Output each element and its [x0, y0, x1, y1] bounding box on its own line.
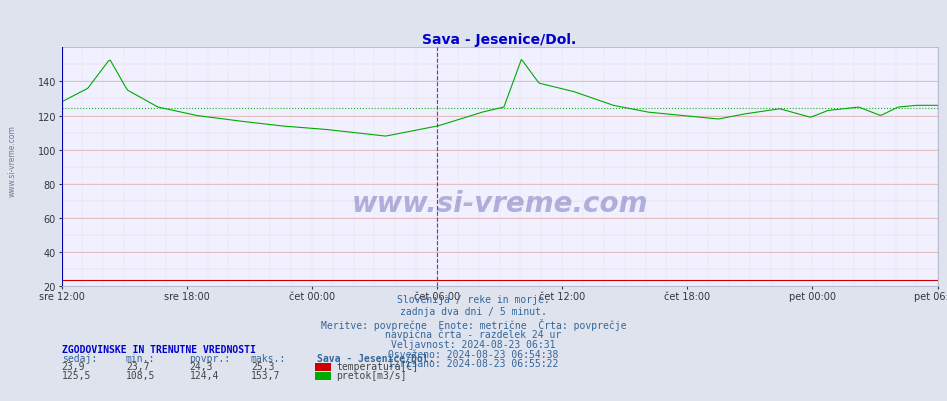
- Text: temperatura[C]: temperatura[C]: [336, 361, 419, 371]
- Text: povpr.:: povpr.:: [189, 353, 230, 363]
- Text: 153,7: 153,7: [251, 370, 280, 380]
- Text: zadnja dva dni / 5 minut.: zadnja dva dni / 5 minut.: [400, 306, 547, 316]
- Text: 23,9: 23,9: [62, 361, 85, 371]
- Text: maks.:: maks.:: [251, 353, 286, 363]
- Title: Sava - Jesenice/Dol.: Sava - Jesenice/Dol.: [422, 33, 577, 47]
- Text: www.si-vreme.com: www.si-vreme.com: [351, 189, 648, 217]
- Text: min.:: min.:: [126, 353, 155, 363]
- Text: pretok[m3/s]: pretok[m3/s]: [336, 370, 406, 380]
- Text: Slovenija / reke in morje.: Slovenija / reke in morje.: [397, 295, 550, 305]
- Text: 25,3: 25,3: [251, 361, 275, 371]
- Text: ZGODOVINSKE IN TRENUTNE VREDNOSTI: ZGODOVINSKE IN TRENUTNE VREDNOSTI: [62, 344, 256, 354]
- Text: 24,3: 24,3: [189, 361, 213, 371]
- Text: navpična črta - razdelek 24 ur: navpična črta - razdelek 24 ur: [385, 328, 562, 339]
- Text: 108,5: 108,5: [126, 370, 155, 380]
- Text: Meritve: povprečne  Enote: metrične  Črta: povprečje: Meritve: povprečne Enote: metrične Črta:…: [321, 318, 626, 330]
- Text: Osveženo: 2024-08-23 06:54:38: Osveženo: 2024-08-23 06:54:38: [388, 349, 559, 359]
- Text: 125,5: 125,5: [62, 370, 91, 380]
- Text: www.si-vreme.com: www.si-vreme.com: [8, 125, 17, 196]
- Text: sedaj:: sedaj:: [62, 353, 97, 363]
- Text: 23,7: 23,7: [126, 361, 150, 371]
- Text: Veljavnost: 2024-08-23 06:31: Veljavnost: 2024-08-23 06:31: [391, 339, 556, 349]
- Text: Izrisano: 2024-08-23 06:55:22: Izrisano: 2024-08-23 06:55:22: [388, 358, 559, 369]
- Text: 124,4: 124,4: [189, 370, 219, 380]
- Text: Sava - Jesenice/Dol.: Sava - Jesenice/Dol.: [317, 353, 435, 363]
